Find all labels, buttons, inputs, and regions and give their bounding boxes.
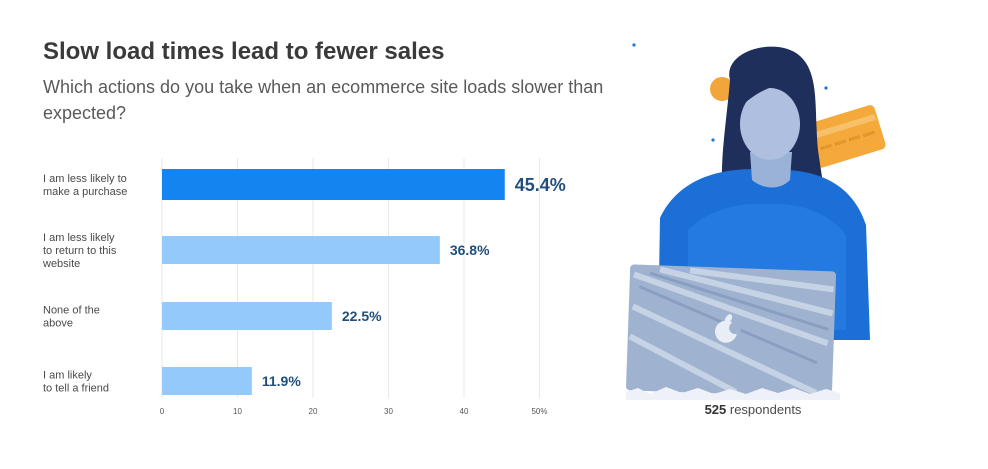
person-with-laptop-illustration: 0000 0000 0000 0000 (626, 43, 886, 400)
category-label: None of the above (43, 305, 100, 330)
category-label: I am likely to tell a friend (43, 370, 109, 395)
respondents-number: 525 (704, 402, 727, 417)
respondents-label: respondents (726, 402, 802, 417)
category-label: I am less likely to make a purchase (43, 173, 127, 198)
bar (162, 236, 440, 264)
chart-title: Slow load times lead to fewer sales (43, 38, 445, 65)
x-tick-label: 30 (384, 407, 393, 416)
bar (162, 302, 332, 330)
chart-subtitle: Which actions do you take when an ecomme… (43, 77, 604, 123)
bar (162, 169, 505, 200)
respondents-count: 525 respondents (618, 402, 888, 417)
category-label: I am less likely to return to this website (42, 232, 117, 270)
bar-chart: 45.4% I am less likely to make a purchase 3… (42, 158, 566, 416)
bar-value-label: 36.8% (450, 242, 490, 258)
bar (162, 367, 252, 395)
x-tick-label: 0 (160, 407, 165, 416)
x-tick-label: 40 (460, 407, 469, 416)
bar-value-label: 22.5% (342, 308, 382, 324)
bar-value-label: 45.4% (515, 175, 566, 195)
bar-value-label: 11.9% (262, 373, 301, 389)
x-tick-label: 20 (309, 407, 318, 416)
x-tick-label: 10 (233, 407, 242, 416)
x-tick-label: 50% (531, 407, 547, 416)
